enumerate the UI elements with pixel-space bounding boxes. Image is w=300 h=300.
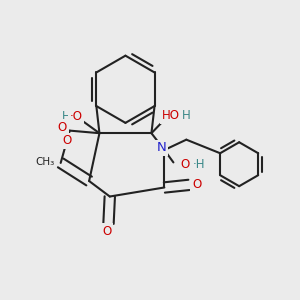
Text: N: N	[157, 141, 167, 154]
Text: O: O	[180, 158, 190, 171]
Text: ·O: ·O	[70, 110, 83, 123]
Text: HO: HO	[162, 109, 180, 122]
Text: H: H	[182, 109, 191, 122]
Text: O: O	[62, 134, 72, 148]
Text: ·H: ·H	[193, 158, 206, 171]
Text: CH₃: CH₃	[36, 158, 55, 167]
Text: O: O	[103, 225, 112, 238]
Text: O: O	[192, 178, 201, 191]
Text: H: H	[61, 110, 70, 123]
Text: O: O	[58, 121, 67, 134]
